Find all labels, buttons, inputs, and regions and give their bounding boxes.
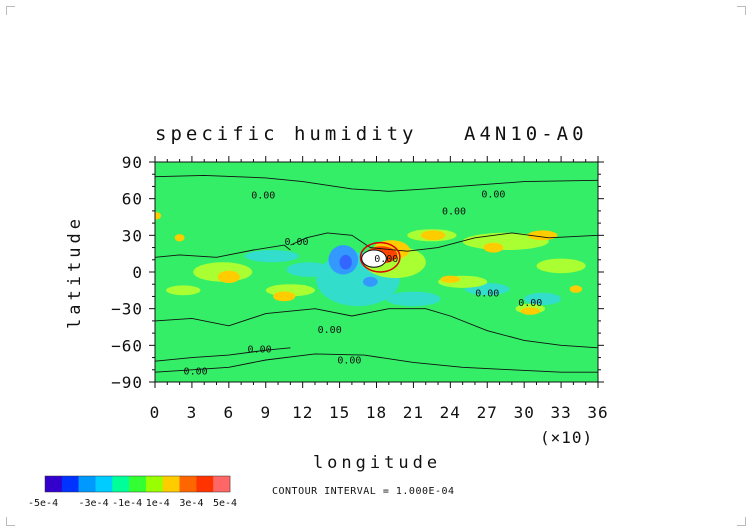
contour-region xyxy=(569,285,583,293)
corner-mark-top-left xyxy=(6,6,15,15)
contour-region xyxy=(520,307,541,315)
contour-region xyxy=(217,270,240,283)
y-tick-label: 60 xyxy=(122,190,143,209)
x-tick-label: 30 xyxy=(514,403,535,422)
contour-region xyxy=(386,291,441,307)
x-tick-label: 9 xyxy=(260,403,271,422)
contour-region xyxy=(524,292,562,305)
contour-region xyxy=(536,258,586,274)
y-tick-label: −90 xyxy=(111,373,143,392)
x-axis-label: longitude xyxy=(313,453,441,473)
y-tick-label: 90 xyxy=(122,153,143,172)
x-tick-label: 18 xyxy=(366,403,387,422)
colorbar-swatch xyxy=(112,476,130,492)
max-contour-inner xyxy=(361,249,387,268)
colorbar-swatch xyxy=(61,476,79,492)
colorbar-swatch xyxy=(78,476,96,492)
contour-label: 0.00 xyxy=(318,325,342,336)
contour-line xyxy=(155,244,291,258)
contour-region xyxy=(244,250,299,263)
contour-line xyxy=(155,353,598,373)
colorbar-label: -3e-4 xyxy=(79,498,109,509)
x-tick-label: 0 xyxy=(150,403,161,422)
contour-region xyxy=(420,230,446,241)
contour-label: 0.00 xyxy=(442,207,466,218)
contour-region xyxy=(483,242,504,253)
colorbar-swatch xyxy=(95,476,113,492)
colorbar-swatch xyxy=(145,476,163,492)
corner-mark-bottom-right xyxy=(737,517,746,526)
x-tick-label: 33 xyxy=(550,403,571,422)
colorbar-frame xyxy=(44,475,231,493)
contour-region xyxy=(362,276,378,287)
chart-subtitle: A4N10-A0 xyxy=(464,123,588,145)
x-tick-label: 12 xyxy=(292,403,313,422)
chart-title: specific humidity xyxy=(155,123,417,145)
colorbar-swatch xyxy=(162,476,180,492)
x-tick-label: 6 xyxy=(223,403,234,422)
contour-label: 0.00 xyxy=(337,356,361,367)
contour-label: 0.00 xyxy=(184,367,208,378)
contour-label: 0.00 xyxy=(374,254,398,265)
corner-mark-top-right xyxy=(737,6,746,15)
colorbar-legend: -5e-4 -3e-4 -1e-4 1e-4 3e-4 5e-4 xyxy=(28,475,237,509)
contour-region xyxy=(166,285,201,296)
contour-label: 0.00 xyxy=(518,298,542,309)
corner-mark-bottom-left xyxy=(6,517,15,526)
x-tick-label: 15 xyxy=(329,403,350,422)
contour-region xyxy=(155,212,162,220)
contour-region xyxy=(286,262,331,277)
contour-region xyxy=(361,250,387,268)
y-tick-label: 30 xyxy=(122,226,143,245)
colorbar-label: 5e-4 xyxy=(213,498,237,509)
x-multiplier-label: (×10) xyxy=(540,428,593,447)
colorbar-label: 3e-4 xyxy=(179,498,203,509)
contour-region xyxy=(174,234,185,242)
contour-line xyxy=(155,347,291,362)
colorbar-label: 1e-4 xyxy=(146,498,170,509)
colorbar-swatch xyxy=(196,476,214,492)
contour-label: 0.00 xyxy=(248,345,272,356)
contour-region xyxy=(440,275,461,283)
y-axis-label: latitude xyxy=(65,215,85,329)
contour-line xyxy=(155,174,598,192)
x-tick-label: 27 xyxy=(477,403,498,422)
contour-line xyxy=(290,232,598,252)
colorbar-swatch xyxy=(213,476,231,492)
max-contour-outer xyxy=(359,241,401,273)
colorbar-swatch xyxy=(129,476,147,492)
contour-interval-note: CONTOUR INTERVAL = 1.000E-04 xyxy=(272,486,455,497)
contour-label: 0.00 xyxy=(251,191,275,202)
y-tick-label: 0 xyxy=(132,263,143,282)
contour-region xyxy=(273,291,296,302)
colorbar-label: -5e-4 xyxy=(28,498,58,509)
contour-label: 0.00 xyxy=(475,288,499,299)
contour-label: 0.00 xyxy=(481,189,505,200)
y-tick-label: −30 xyxy=(111,300,143,319)
colorbar-swatch xyxy=(45,476,63,492)
contour-region xyxy=(462,232,549,250)
contour-line xyxy=(155,308,598,349)
y-tick-label: −60 xyxy=(111,336,143,355)
contour-region xyxy=(339,254,352,270)
x-tick-label: 21 xyxy=(403,403,424,422)
colorbar-swatch xyxy=(179,476,197,492)
contour-label: 0.00 xyxy=(284,237,308,248)
colorbar-label: -1e-4 xyxy=(112,498,142,509)
contour-field xyxy=(155,162,598,382)
x-tick-label: 24 xyxy=(440,403,461,422)
x-tick-label: 36 xyxy=(587,403,608,422)
x-tick-label: 3 xyxy=(187,403,198,422)
